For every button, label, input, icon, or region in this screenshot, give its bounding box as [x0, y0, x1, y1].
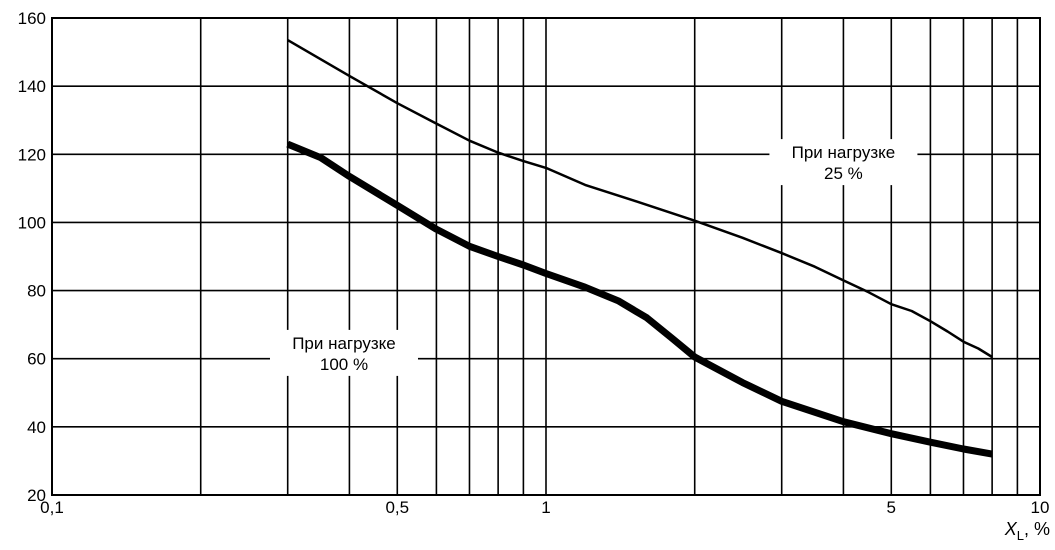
series-labels: При нагрузке 25 % При нагрузке 100 % [269, 139, 918, 376]
series-line-1 [286, 140, 993, 458]
y-tick-label-2: 60 [27, 350, 46, 369]
y-tick-label-3: 80 [27, 282, 46, 301]
x-tick-label-3: 5 [887, 498, 896, 517]
y-tick-label-7: 160 [18, 9, 46, 28]
x-axis-label-main: X [1004, 519, 1018, 539]
x-axis-label-unit: , % [1024, 519, 1050, 539]
plot-frame [51, 17, 1041, 496]
series-label-0-line2: 25 % [824, 164, 863, 183]
x-axis-label: XL, % [1004, 519, 1050, 543]
y-tick-label-6: 140 [18, 77, 46, 96]
y-tick-label-4: 100 [18, 213, 46, 232]
x-axis-label-sub: L [1017, 528, 1024, 543]
series-label-bg-0 [769, 139, 918, 186]
series-label-bg-1 [269, 329, 418, 376]
y-tick-label-0: 20 [27, 486, 46, 505]
series-line-0 [287, 39, 993, 359]
tick-labels: 20 40 60 80 100 120 140 160 0,1 0,5 1 5 10 [18, 9, 1050, 517]
x-tick-label-2: 1 [541, 498, 550, 517]
series-label-1-line2: 100 % [320, 355, 368, 374]
x-tick-label-1: 0,5 [385, 498, 409, 517]
x-tick-label-0: 0,1 [40, 498, 64, 517]
x-tick-label-4: 10 [1031, 498, 1050, 517]
series-label-1-line1: При нагрузке [292, 334, 396, 353]
series-layer [286, 39, 993, 458]
series-label-0-line1: При нагрузке [792, 143, 896, 162]
y-tick-label-1: 40 [27, 418, 46, 437]
y-tick-label-5: 120 [18, 145, 46, 164]
grid [52, 18, 1040, 495]
